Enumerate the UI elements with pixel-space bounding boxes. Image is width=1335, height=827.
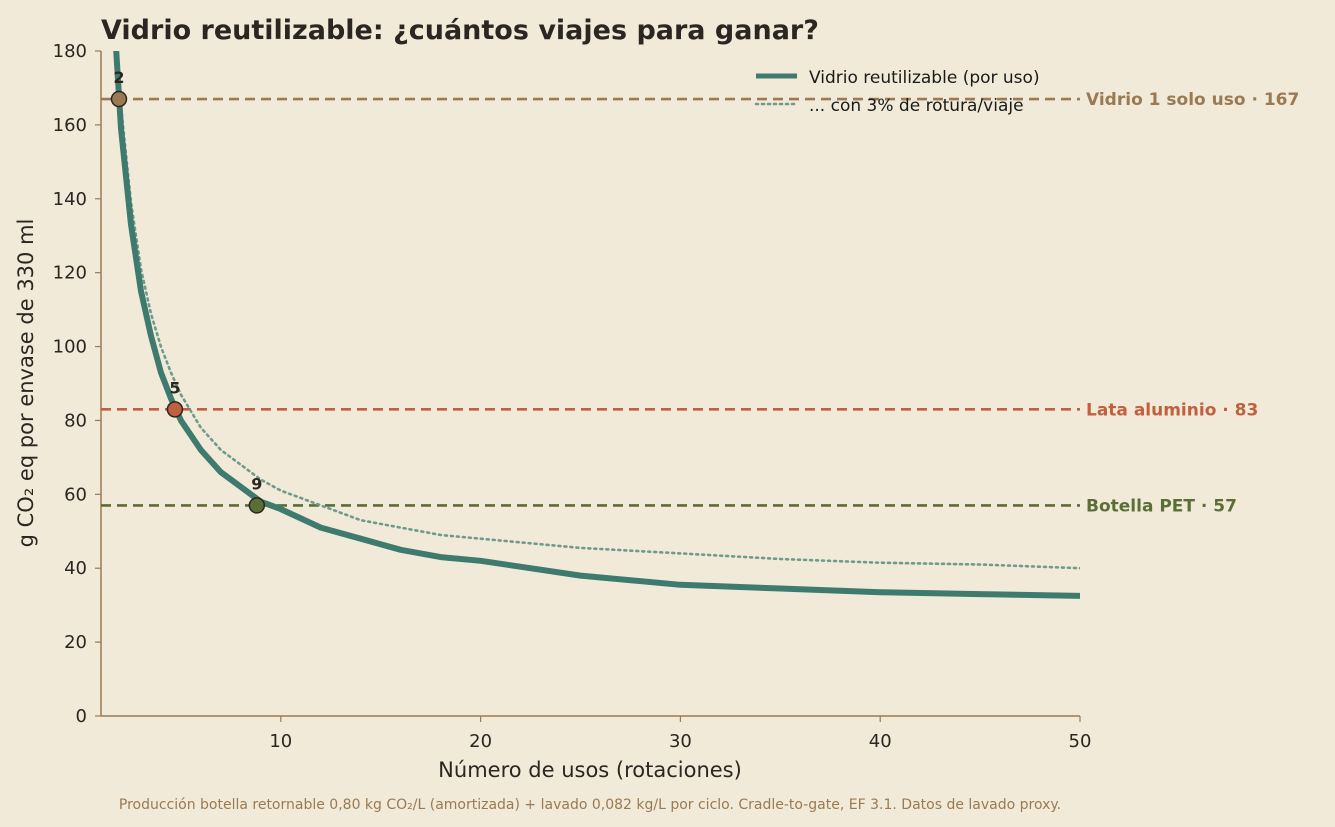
y-axis-label: g CO₂ eq por envase de 330 ml bbox=[14, 219, 38, 548]
y-tick-label: 20 bbox=[64, 632, 87, 653]
reference-line-label-3: Botella PET · 57 bbox=[1086, 496, 1237, 516]
reference-line-label-2: Lata aluminio · 83 bbox=[1086, 400, 1258, 420]
x-tick-label: 30 bbox=[669, 731, 692, 752]
reference-line-label-1: Vidrio 1 solo uso · 167 bbox=[1086, 90, 1299, 110]
breakeven-point-label-2: 5 bbox=[169, 378, 180, 397]
breakeven-point-3 bbox=[248, 497, 266, 514]
legend-label-breakage: ... con 3% de rotura/viaje bbox=[809, 96, 1024, 116]
breakeven-point-1 bbox=[110, 90, 128, 108]
chart-title: Vidrio reutilizable: ¿cuántos viajes par… bbox=[101, 15, 819, 46]
y-tick-label: 0 bbox=[76, 706, 87, 727]
y-tick-label: 60 bbox=[64, 484, 87, 505]
y-tick-label: 100 bbox=[53, 337, 87, 358]
y-tick-label: 40 bbox=[64, 558, 87, 579]
series-line-breakage bbox=[116, 51, 1080, 570]
x-tick-label: 50 bbox=[1069, 731, 1092, 752]
x-tick-label: 40 bbox=[869, 731, 892, 752]
breakeven-point-2 bbox=[166, 401, 184, 418]
y-tick-label: 80 bbox=[64, 410, 87, 431]
y-tick-label: 140 bbox=[53, 189, 87, 210]
footnote: Producción botella retornable 0,80 kg CO… bbox=[119, 797, 1061, 813]
x-axis-label: Número de usos (rotaciones) bbox=[438, 758, 742, 782]
y-tick-label: 180 bbox=[53, 41, 87, 62]
y-tick-label: 120 bbox=[53, 263, 87, 284]
x-tick-label: 20 bbox=[469, 731, 492, 752]
plot-area: 0 20 40 60 80 100 120 140 160 180 10 20 30 40 50 Vidrio… bbox=[53, 41, 1300, 752]
breakeven-point-label-1: 2 bbox=[113, 68, 124, 87]
breakeven-point-label-3: 9 bbox=[251, 474, 262, 493]
y-tick-label: 160 bbox=[53, 115, 87, 136]
legend-label-reusable: Vidrio reutilizable (por uso) bbox=[809, 68, 1040, 88]
x-tick-label: 10 bbox=[269, 731, 292, 752]
